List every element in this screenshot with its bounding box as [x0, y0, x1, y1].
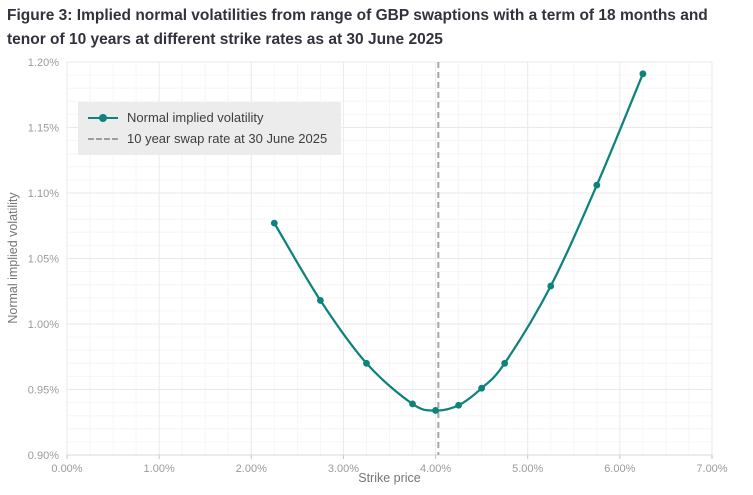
- data-point-marker: [270, 219, 278, 227]
- y-tick-label: 0.95%: [28, 385, 59, 397]
- x-tick-label: 2.00%: [236, 463, 267, 475]
- data-point-marker: [455, 401, 463, 409]
- x-axis-tick-marks: [66, 455, 713, 459]
- legend-label-swap-rate: 10 year swap rate at 30 June 2025: [127, 131, 328, 146]
- data-point-marker: [432, 407, 439, 414]
- series-line-marker-icon: [88, 113, 118, 122]
- legend-item-swap-rate: 10 year swap rate at 30 June 2025: [88, 128, 327, 149]
- x-tick-label: 5.00%: [512, 463, 543, 475]
- y-tick-label: 1.05%: [28, 254, 59, 266]
- y-tick-label: 1.10%: [28, 188, 59, 200]
- y-axis-tick-labels: 0.90% 0.95% 1.00% 1.05% 1.10% 1.15% 1.20%: [28, 57, 59, 462]
- series-data-points: [270, 70, 647, 414]
- data-point-marker: [316, 297, 324, 304]
- data-point-marker: [593, 181, 601, 189]
- dashed-line-icon: [88, 137, 118, 140]
- data-point-marker: [547, 282, 555, 290]
- x-axis-tick-labels: 0.00% 1.00% 2.00% 3.00% 4.00% 5.00% 6.00% 7.00%: [51, 463, 727, 475]
- y-tick-label: 0.90%: [28, 450, 59, 462]
- data-point-marker: [409, 400, 416, 408]
- y-axis-title: Normal implied volatility: [6, 192, 20, 324]
- x-tick-label: 3.00%: [328, 463, 359, 475]
- legend-label-series: Normal implied volatility: [127, 110, 264, 125]
- data-point-marker: [363, 359, 370, 367]
- x-axis-title: Strike price: [358, 471, 421, 485]
- series-line-normal-implied-volatility: [273, 72, 645, 412]
- y-tick-label: 1.00%: [28, 319, 59, 331]
- legend-item-normal-implied-volatility: Normal implied volatility: [88, 107, 327, 128]
- legend: Normal implied volatility 10 year swap r…: [78, 102, 342, 155]
- x-tick-label: 0.00%: [51, 463, 82, 475]
- data-point-marker: [478, 384, 486, 392]
- x-tick-label: 1.00%: [144, 463, 175, 475]
- x-tick-label: 7.00%: [696, 463, 727, 475]
- data-point-marker: [639, 70, 647, 78]
- figure-title: Figure 3: Implied normal volatilities fr…: [7, 7, 708, 48]
- y-tick-label: 1.20%: [28, 57, 59, 69]
- data-point-marker: [501, 359, 509, 367]
- y-tick-label: 1.15%: [28, 123, 59, 135]
- x-tick-label: 4.00%: [420, 463, 451, 475]
- x-tick-label: 6.00%: [604, 463, 635, 475]
